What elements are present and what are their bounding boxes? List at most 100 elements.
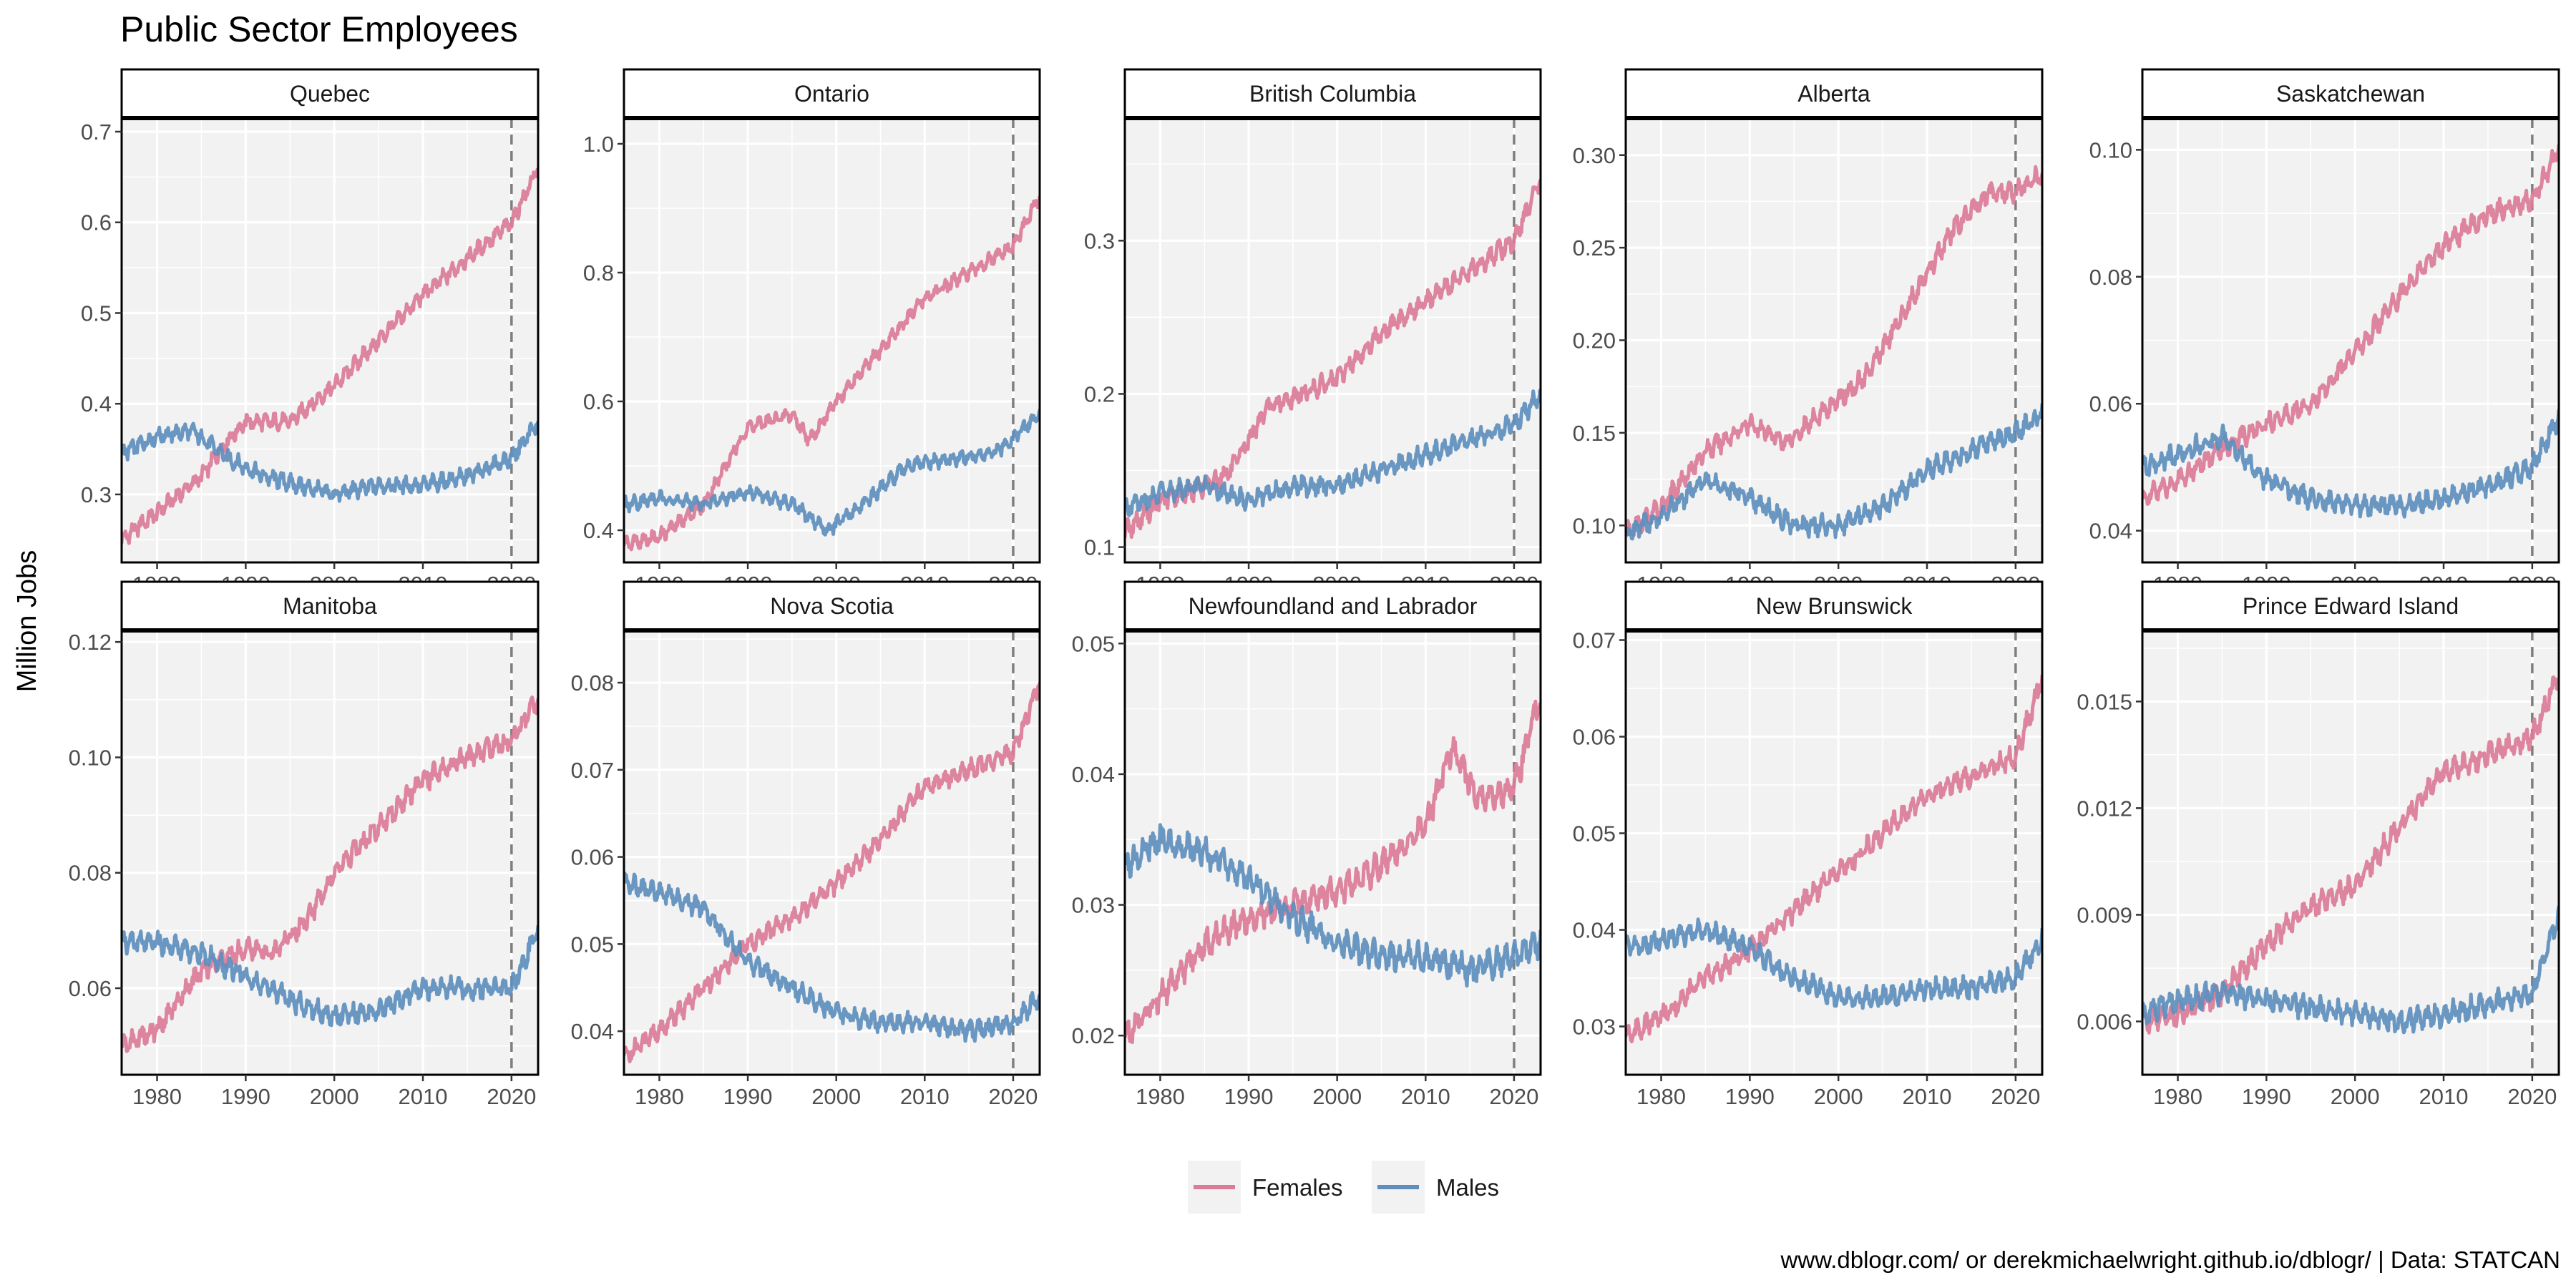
facet-nova-scotia: Nova Scotia 0.04 0.05 0.06 0.07 0.08 1980 1990 2…	[571, 580, 1041, 1109]
x-tick-label: 2000	[310, 1084, 359, 1109]
y-tick-label: 0.04	[571, 1019, 614, 1044]
x-tick-label: 1990	[221, 1084, 270, 1109]
y-tick-label: 0.8	[583, 260, 614, 286]
series-line-females-saskatchewan	[2142, 143, 2559, 506]
y-tick-label: 0.10	[69, 745, 112, 770]
y-tick-label: 0.06	[1573, 725, 1616, 750]
y-tick-label: 0.30	[1573, 143, 1616, 168]
facet-manitoba: Manitoba 0.06 0.08 0.10 0.12 1980 1990 2000 2010…	[69, 580, 540, 1109]
x-tick-label: 1980	[635, 1084, 684, 1109]
series-line-females-nova-scotia	[624, 681, 1040, 1063]
x-tick-label: 2000	[2331, 1084, 2380, 1109]
x-tick-label: 2010	[2419, 1084, 2469, 1109]
x-tick-label: 1990	[1224, 1084, 1274, 1109]
x-tick-label: 2010	[399, 1084, 448, 1109]
y-tick-label: 0.04	[1573, 918, 1616, 943]
series-line-females-newfoundland-and-labrador	[1125, 699, 1541, 1045]
series-line-females-prince-edward-island	[2142, 675, 2559, 1035]
x-tick-label: 1990	[2242, 1084, 2291, 1109]
x-tick-label: 2020	[988, 1084, 1038, 1109]
y-tick-label: 0.12	[69, 630, 112, 655]
series-line-males-quebec	[122, 420, 538, 503]
y-tick-label: 0.04	[1072, 762, 1115, 787]
x-tick-label: 2000	[1814, 1084, 1863, 1109]
x-tick-label: 1980	[132, 1084, 182, 1109]
x-tick-label: 1980	[2153, 1084, 2202, 1109]
x-tick-label: 2020	[2507, 1084, 2557, 1109]
y-tick-label: 0.02	[1072, 1023, 1115, 1048]
x-tick-label: 1980	[1636, 1084, 1686, 1109]
facet-strip	[120, 580, 540, 632]
x-tick-label: 2020	[1489, 1084, 1538, 1109]
y-tick-label: 0.25	[1573, 235, 1616, 260]
x-tick-label: 1980	[1136, 1084, 1185, 1109]
facet-quebec: Quebec0.30.40.50.60.71980199020002010202…	[81, 68, 540, 597]
y-tick-label: 0.6	[583, 389, 614, 414]
y-axis-label: Million Jobs	[12, 550, 42, 693]
x-tick-label: 2020	[1991, 1084, 2040, 1109]
legend: Females Males	[1188, 1161, 1499, 1214]
series-line-females-alberta	[1626, 165, 2042, 537]
panel-background	[624, 118, 1040, 562]
x-tick-label: 2000	[811, 1084, 861, 1109]
y-tick-label: 0.10	[2089, 137, 2132, 162]
series-line-males-nova-scotia	[624, 872, 1040, 1043]
facet-newfoundland-and-labrador: Newfoundland and Labrador 0.02 0.03 0.04 0.0…	[1072, 580, 1542, 1109]
y-tick-label: 0.009	[2077, 902, 2132, 927]
panel-background	[122, 630, 538, 1075]
y-tick-label: 0.012	[2077, 796, 2132, 821]
y-tick-label: 0.10	[1573, 513, 1616, 538]
y-tick-label: 0.05	[571, 932, 614, 957]
facet-strip-label: Prince Edward Island	[2243, 593, 2459, 619]
panel-background	[1125, 630, 1541, 1075]
series-line-males-manitoba	[122, 924, 538, 1028]
series-line-males-ontario	[624, 408, 1040, 537]
facet-alberta: Alberta0.100.150.200.250.301980199020002…	[1573, 68, 2044, 597]
y-tick-label: 0.06	[571, 845, 614, 870]
series-line-males-saskatchewan	[2142, 408, 2559, 519]
facet-strip-label: Newfoundland and Labrador	[1189, 593, 1478, 619]
y-tick-label: 0.20	[1573, 328, 1616, 353]
facet-panels: Quebec 0.3 0.4 0.5 0.6 0.7 1980 1990 2000 2010 202…	[69, 68, 2560, 1109]
series-line-males-british-columbia	[1125, 388, 1541, 517]
series-line-females-new-brunswick	[1626, 673, 2042, 1044]
facet-saskatchewan: Saskatchewan0.040.060.080.10198019902000…	[2089, 68, 2560, 597]
facet-british-columbia: British Columbia0.10.20.3198019902000201…	[1084, 68, 1542, 597]
series-line-males-prince-edward-island	[2142, 904, 2559, 1035]
y-tick-label: 0.3	[81, 482, 112, 507]
series-line-females-ontario	[624, 195, 1040, 552]
y-tick-label: 0.4	[81, 391, 112, 416]
facet-strip-label: Ontario	[794, 81, 869, 107]
y-tick-label: 1.0	[583, 132, 614, 157]
x-tick-label: 2000	[1312, 1084, 1362, 1109]
facet-strip	[623, 580, 1041, 632]
series-line-males-new-brunswick	[1626, 917, 2042, 1010]
y-tick-label: 0.07	[571, 758, 614, 783]
y-tick-label: 0.006	[2077, 1009, 2132, 1034]
series-line-males-alberta	[1626, 402, 2042, 541]
x-tick-label: 2010	[900, 1084, 950, 1109]
facet-strip	[2141, 68, 2560, 119]
y-tick-label: 0.1	[1084, 535, 1115, 560]
facet-strip-label: New Brunswick	[1756, 593, 1913, 619]
legend-label-females: Females	[1252, 1174, 1343, 1201]
facet-strip	[2141, 580, 2560, 632]
y-tick-label: 0.05	[1573, 821, 1616, 847]
y-tick-label: 0.06	[69, 976, 112, 1001]
y-tick-label: 0.4	[583, 518, 614, 543]
x-tick-label: 2020	[487, 1084, 536, 1109]
series-line-females-quebec	[122, 167, 538, 545]
chart-caption: www.dblogr.com/ or derekmichaelwright.gi…	[1780, 1246, 2560, 1273]
facet-strip	[1624, 580, 2044, 632]
chart-title: Public Sector Employees	[120, 9, 518, 49]
facet-strip-label: Manitoba	[283, 593, 377, 619]
y-tick-label: 0.05	[1072, 631, 1115, 656]
y-tick-label: 0.08	[69, 861, 112, 886]
facet-strip-label: Saskatchewan	[2276, 81, 2425, 107]
series-line-females-manitoba	[122, 696, 538, 1053]
x-tick-label: 2010	[1401, 1084, 1450, 1109]
facet-prince-edward-island: Prince Edward Island 0.006 0.009 0.012 0.015…	[2077, 580, 2560, 1109]
x-tick-label: 1990	[723, 1084, 773, 1109]
